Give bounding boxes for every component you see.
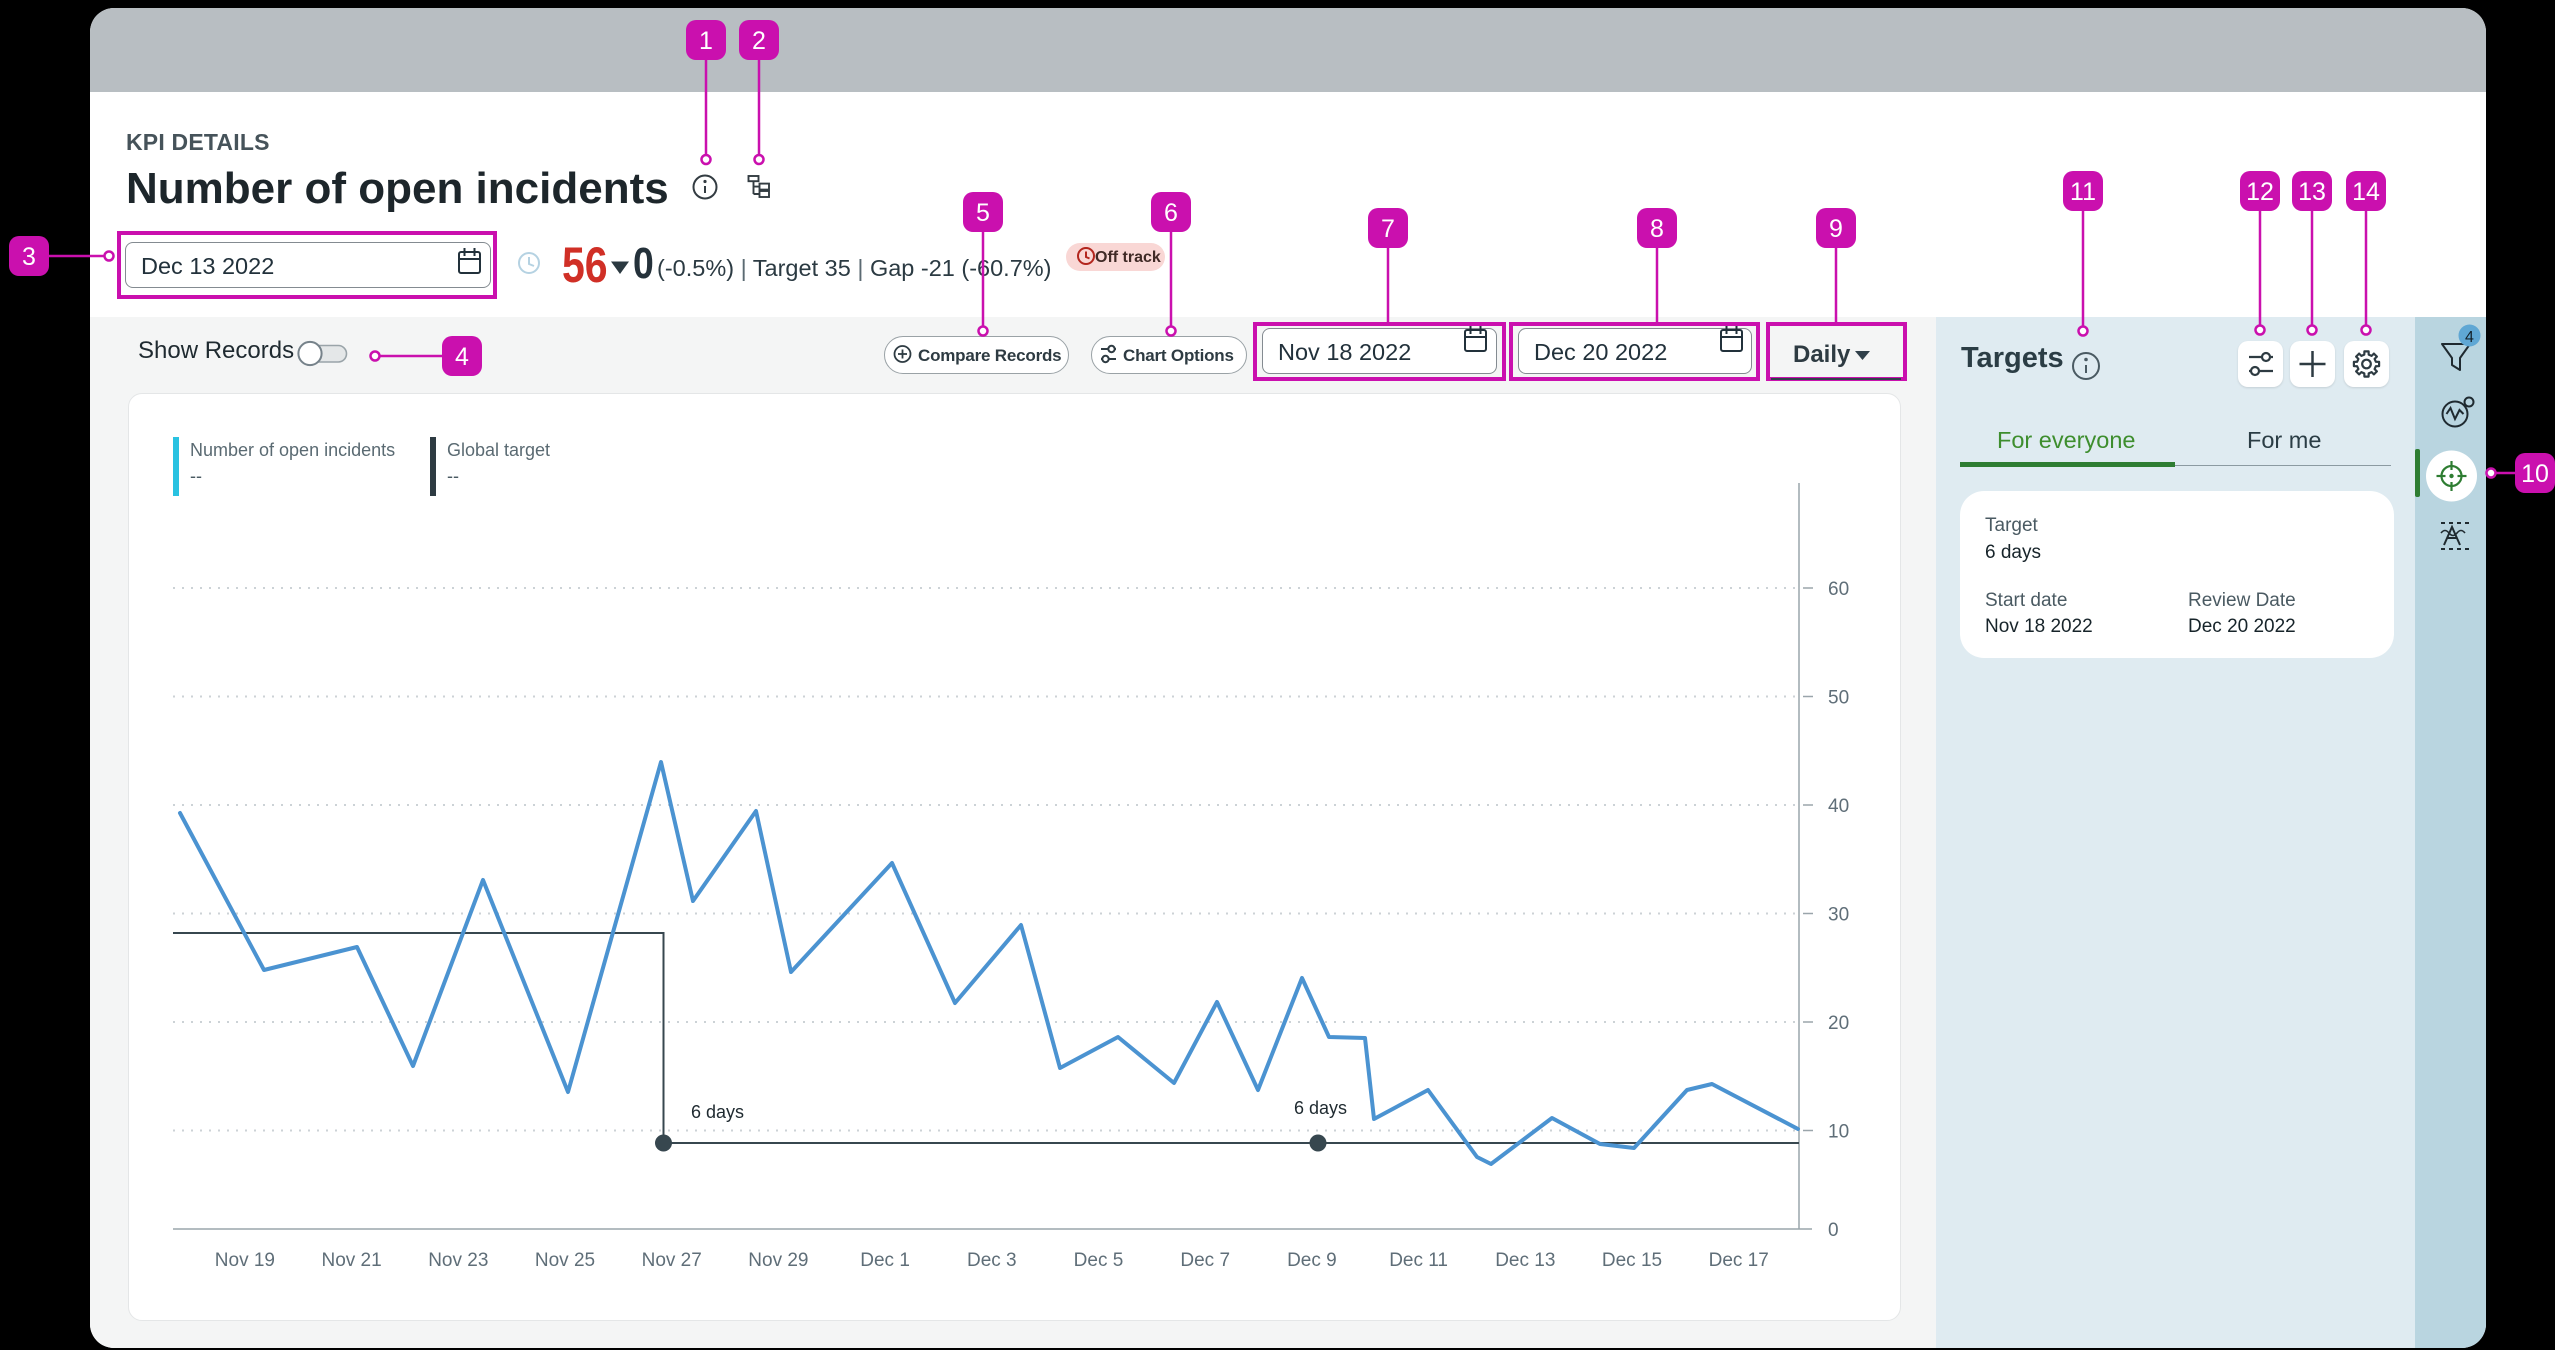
svg-text:4: 4 bbox=[455, 343, 469, 371]
svg-text:9: 9 bbox=[1829, 215, 1843, 243]
svg-text:30: 30 bbox=[1828, 905, 1849, 926]
svg-text:40: 40 bbox=[1828, 796, 1849, 817]
svg-text:2: 2 bbox=[752, 27, 766, 55]
svg-text:3: 3 bbox=[22, 243, 36, 271]
svg-text:Dec 13: Dec 13 bbox=[1495, 1250, 1555, 1271]
svg-text:Nov 21: Nov 21 bbox=[321, 1250, 381, 1271]
svg-text:Dec 15: Dec 15 bbox=[1602, 1250, 1662, 1271]
svg-text:Nov 25: Nov 25 bbox=[535, 1250, 595, 1271]
svg-text:4: 4 bbox=[2465, 329, 2474, 346]
svg-text:7: 7 bbox=[1381, 215, 1395, 243]
svg-text:Dec 17: Dec 17 bbox=[1709, 1250, 1769, 1271]
svg-text:20: 20 bbox=[1828, 1013, 1849, 1034]
svg-text:14: 14 bbox=[2352, 178, 2380, 206]
svg-text:Dec 9: Dec 9 bbox=[1287, 1250, 1337, 1271]
svg-text:10: 10 bbox=[2521, 460, 2549, 488]
svg-text:6 days: 6 days bbox=[1294, 1098, 1347, 1118]
svg-text:Nov 29: Nov 29 bbox=[748, 1250, 808, 1271]
svg-text:6: 6 bbox=[1164, 199, 1178, 227]
svg-text:Dec 11: Dec 11 bbox=[1389, 1250, 1448, 1271]
svg-text:13: 13 bbox=[2298, 178, 2326, 206]
svg-text:11: 11 bbox=[2070, 178, 2096, 206]
svg-text:Nov 27: Nov 27 bbox=[642, 1250, 702, 1271]
svg-text:12: 12 bbox=[2246, 178, 2274, 206]
svg-text:Dec 7: Dec 7 bbox=[1180, 1250, 1230, 1271]
svg-text:8: 8 bbox=[1650, 215, 1664, 243]
svg-text:Nov 19: Nov 19 bbox=[215, 1250, 275, 1271]
svg-text:60: 60 bbox=[1828, 579, 1849, 600]
svg-text:Nov 23: Nov 23 bbox=[428, 1250, 488, 1271]
svg-text:10: 10 bbox=[1828, 1122, 1849, 1143]
svg-text:0: 0 bbox=[1828, 1220, 1839, 1241]
svg-text:1: 1 bbox=[699, 27, 713, 55]
svg-text:Dec 5: Dec 5 bbox=[1074, 1250, 1124, 1271]
svg-text:6 days: 6 days bbox=[691, 1102, 744, 1122]
svg-text:5: 5 bbox=[976, 199, 990, 227]
svg-text:Dec 1: Dec 1 bbox=[860, 1250, 910, 1271]
svg-text:50: 50 bbox=[1828, 688, 1849, 709]
svg-text:Dec 3: Dec 3 bbox=[967, 1250, 1017, 1271]
